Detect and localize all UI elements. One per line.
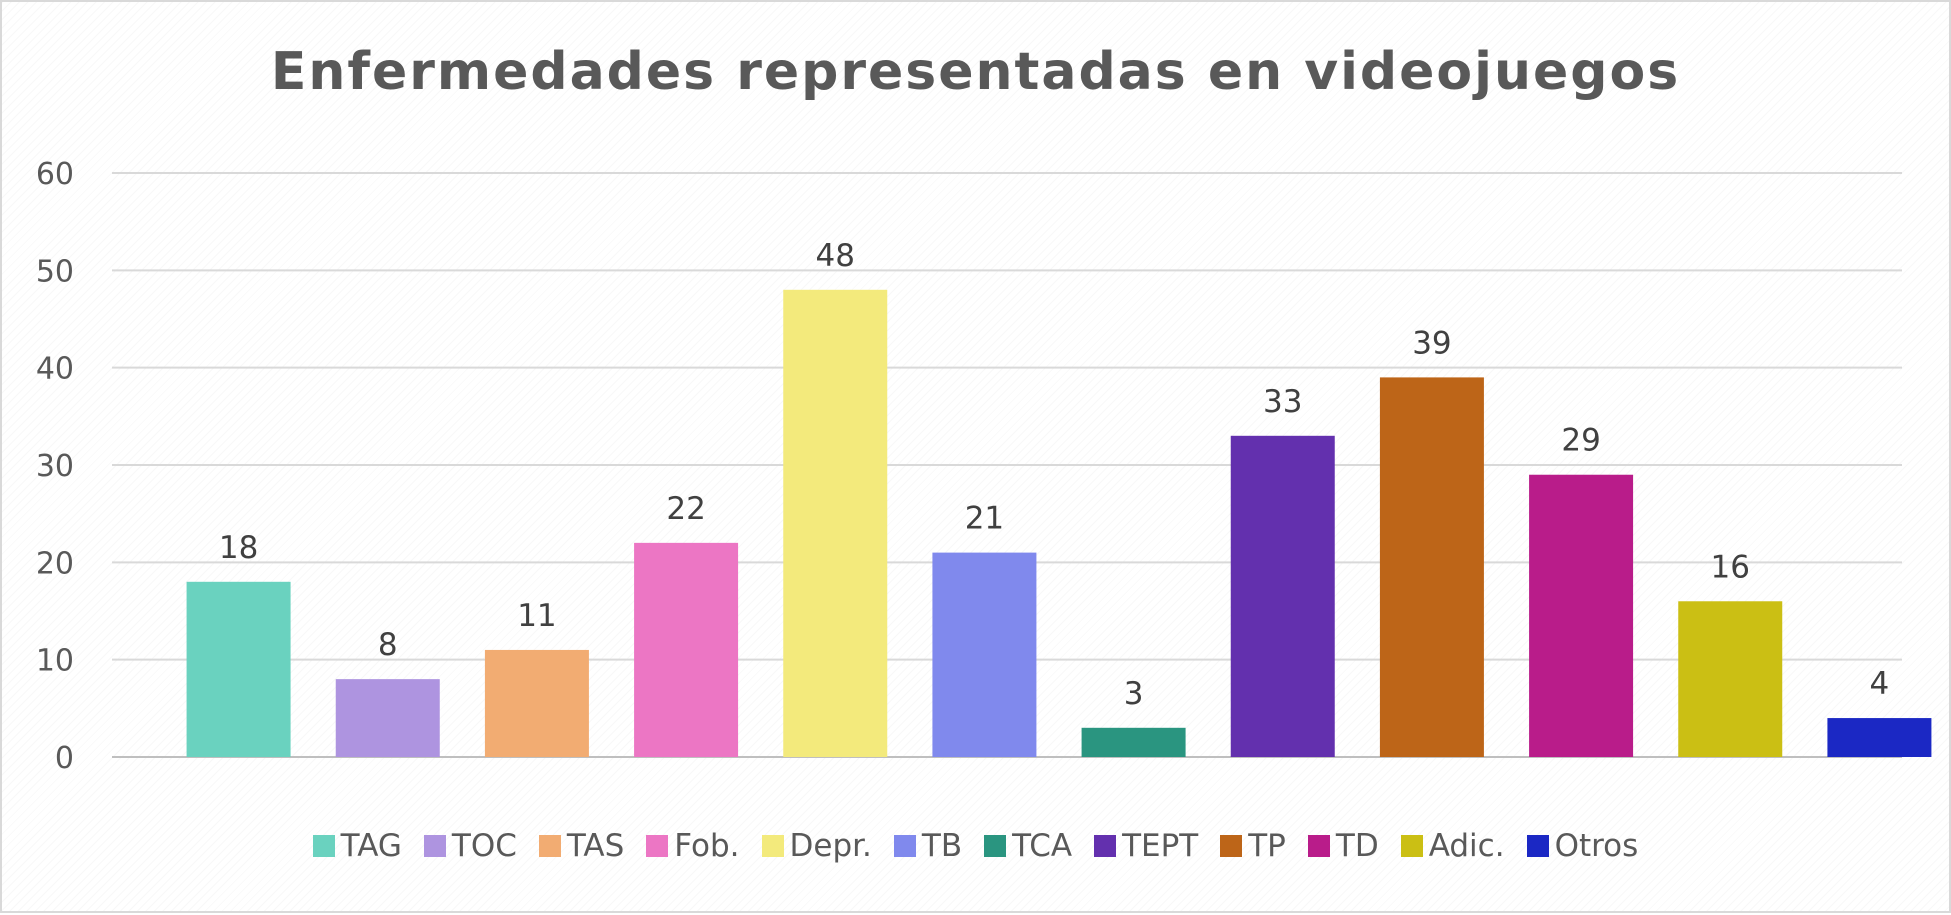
legend-label: TAS — [566, 828, 625, 864]
legend-swatch — [646, 835, 669, 857]
legend-label: Fob. — [674, 828, 740, 864]
legend-label: TEPT — [1122, 828, 1199, 864]
bar-otros — [1827, 718, 1932, 757]
bar-td — [1529, 474, 1634, 757]
data-label: 39 — [1412, 325, 1451, 361]
legend-swatch — [423, 835, 446, 857]
legend-swatch — [1400, 835, 1423, 857]
bar-depr — [783, 289, 888, 757]
legend-label: TOC — [451, 828, 517, 864]
legend-item: TP — [1220, 828, 1286, 864]
bar-adic — [1678, 601, 1783, 757]
legend-label: Adic. — [1428, 828, 1505, 864]
bar-tca — [1081, 727, 1186, 757]
legend-item: Depr. — [761, 828, 872, 864]
y-tick-label: 10 — [36, 644, 74, 679]
y-tick-label: 20 — [36, 546, 74, 581]
y-tick-label: 0 — [55, 741, 74, 776]
legend-item: TD — [1307, 828, 1379, 864]
legend-item: Otros — [1526, 828, 1639, 864]
data-label: 3 — [1124, 676, 1144, 712]
legend-item: TAS — [538, 828, 625, 864]
y-tick-label: 40 — [36, 352, 74, 387]
bar-tas — [484, 649, 589, 757]
legend-swatch — [984, 835, 1007, 857]
data-label: 16 — [1711, 549, 1750, 585]
legend-swatch — [1526, 835, 1549, 857]
legend-item: TEPT — [1094, 828, 1198, 864]
legend-swatch — [312, 835, 335, 857]
data-label: 29 — [1561, 423, 1600, 459]
data-label: 11 — [517, 598, 556, 634]
legend-swatch — [1307, 835, 1330, 857]
chart-title: Enfermedades representadas en videojuego… — [270, 42, 1681, 102]
legend: TAG TOC TAS Fob. Depr. TB TCA TEPT TP TD Adic. Otro… — [2, 825, 1949, 867]
data-label: 48 — [816, 238, 855, 274]
y-tick-label: 60 — [36, 157, 74, 192]
legend-label: Otros — [1554, 828, 1639, 864]
legend-swatch — [538, 835, 561, 857]
legend-label: TD — [1335, 828, 1379, 864]
legend-swatch — [1094, 835, 1117, 857]
bar-tp — [1379, 377, 1484, 757]
y-tick-label: 30 — [36, 449, 74, 484]
bar-toc — [335, 679, 440, 757]
data-label: 18 — [219, 530, 258, 566]
y-axis-ticks: 0 10 20 30 40 50 60 — [36, 157, 74, 776]
data-label: 22 — [666, 491, 705, 527]
data-label: 21 — [965, 501, 1004, 537]
data-label: 8 — [378, 627, 398, 663]
legend-label: TCA — [1012, 828, 1073, 864]
legend-item: Fob. — [646, 828, 740, 864]
legend-label: TP — [1248, 828, 1286, 864]
bars — [186, 289, 1932, 757]
bar-tag — [186, 581, 291, 757]
data-label: 4 — [1870, 666, 1890, 702]
legend-item: Adic. — [1400, 828, 1505, 864]
legend-swatch — [761, 835, 784, 857]
legend-item: TB — [893, 828, 963, 864]
y-tick-label: 50 — [36, 254, 74, 289]
legend-label: TAG — [340, 828, 402, 864]
legend-label: TB — [921, 828, 963, 864]
legend-item: TAG — [312, 828, 402, 864]
bar-tb — [932, 552, 1037, 757]
legend-item: TCA — [984, 828, 1072, 864]
legend-label: Depr. — [789, 828, 872, 864]
legend-swatch — [1220, 835, 1243, 857]
data-label: 33 — [1263, 384, 1302, 420]
bar-fob — [634, 542, 739, 757]
bar-tept — [1230, 435, 1335, 757]
legend-item: TOC — [423, 828, 517, 864]
legend-swatch — [893, 835, 916, 857]
